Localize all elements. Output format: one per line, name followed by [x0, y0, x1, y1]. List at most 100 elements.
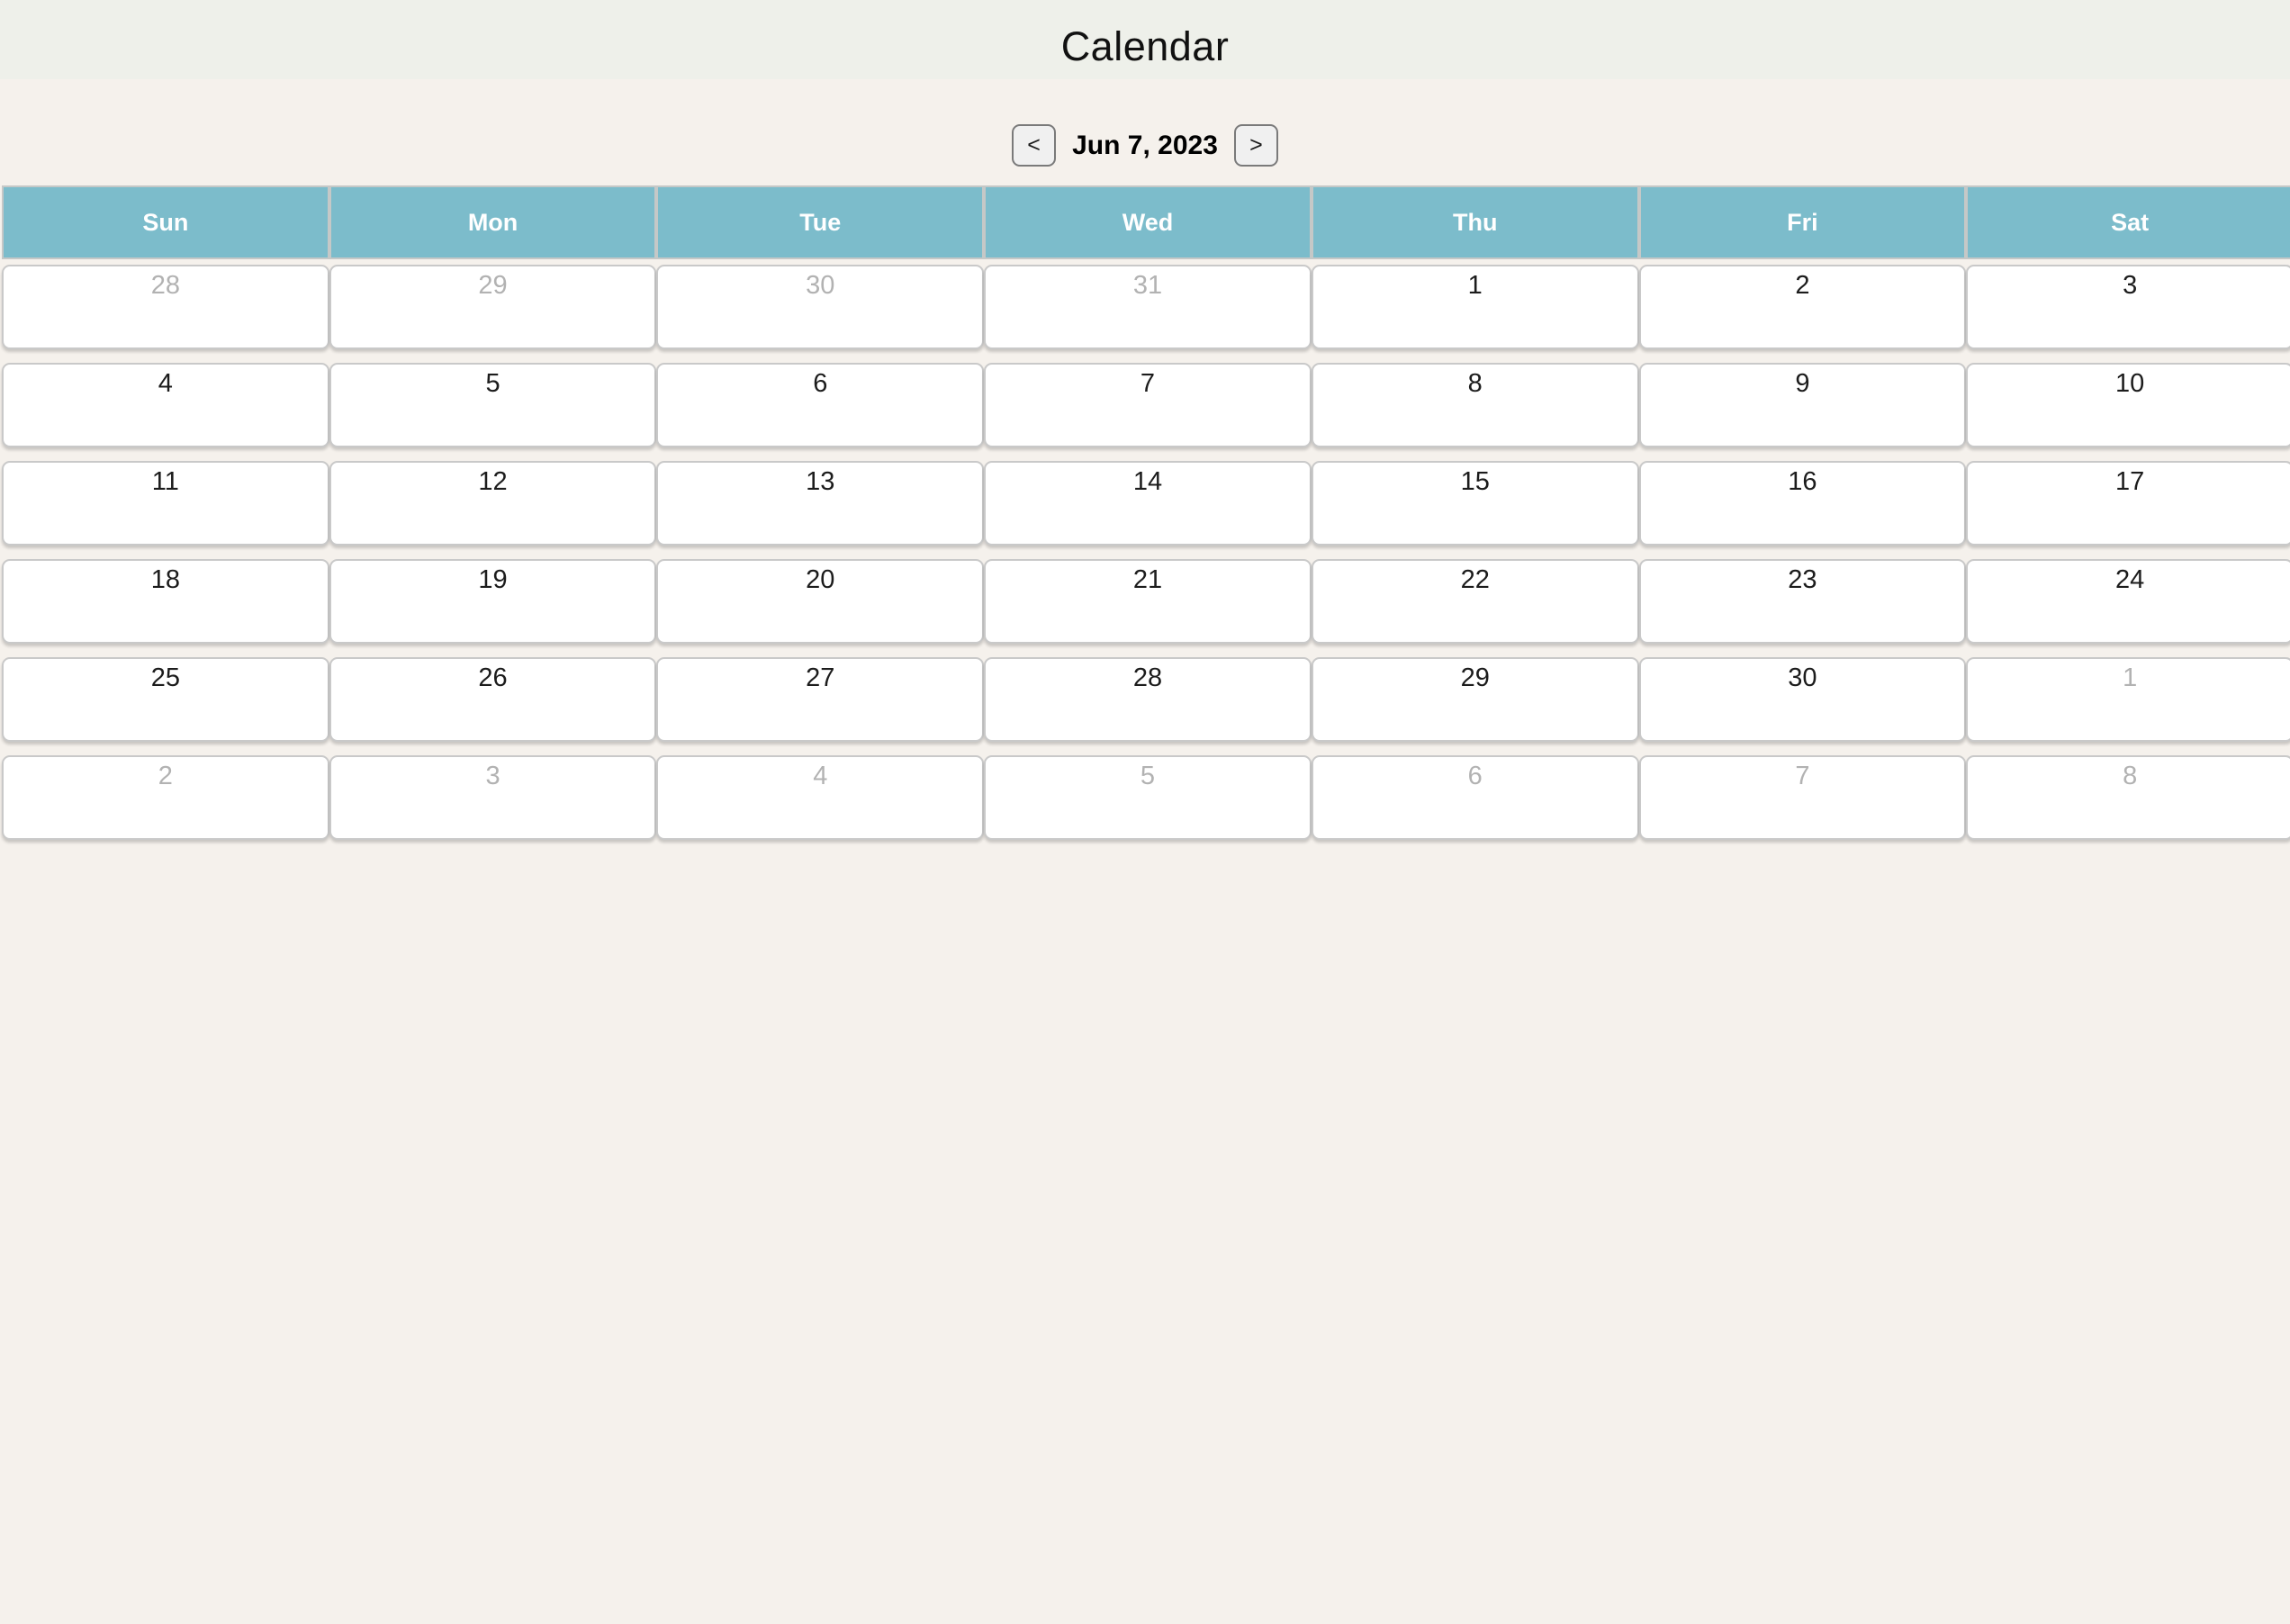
day-cell-7-outside[interactable]: 7 — [1638, 755, 1967, 840]
day-number: 29 — [478, 271, 508, 300]
day-number: 28 — [1132, 663, 1163, 692]
day-number: 29 — [1460, 663, 1490, 692]
day-cell-8[interactable]: 8 — [1311, 363, 1639, 447]
day-cell-6[interactable]: 6 — [656, 363, 985, 447]
day-cell-30[interactable]: 30 — [1638, 657, 1967, 742]
day-number: 3 — [485, 762, 500, 790]
day-number: 25 — [150, 663, 180, 692]
month-navigation: < Jun 7, 2023 > — [0, 124, 2290, 167]
day-cell-28[interactable]: 28 — [984, 657, 1312, 742]
day-cell-16[interactable]: 16 — [1638, 461, 1967, 546]
day-number: 22 — [1460, 565, 1490, 594]
day-number: 27 — [806, 663, 835, 692]
next-month-button[interactable]: > — [1233, 124, 1278, 167]
day-cell-22[interactable]: 22 — [1311, 559, 1639, 644]
day-number: 13 — [806, 467, 835, 496]
day-cell-21[interactable]: 21 — [984, 559, 1312, 644]
day-number: 21 — [1132, 565, 1163, 594]
day-cell-23[interactable]: 23 — [1638, 559, 1967, 644]
day-cell-14[interactable]: 14 — [984, 461, 1312, 546]
day-number: 9 — [1795, 369, 1810, 398]
weekday-header-wed: Wed — [984, 185, 1312, 259]
chevron-right-icon: > — [1249, 132, 1263, 158]
day-cell-3-outside[interactable]: 3 — [329, 755, 657, 840]
day-cell-7[interactable]: 7 — [984, 363, 1312, 447]
day-number: 12 — [478, 467, 508, 496]
weekday-header-sat: Sat — [1966, 185, 2290, 259]
day-number: 7 — [1795, 762, 1810, 790]
day-number: 5 — [485, 369, 500, 398]
day-cell-25[interactable]: 25 — [2, 657, 329, 742]
day-cell-30-outside[interactable]: 30 — [656, 265, 985, 349]
day-cell-24[interactable]: 24 — [1966, 559, 2290, 644]
page-title: Calendar — [1060, 23, 1230, 69]
day-cell-2-outside[interactable]: 2 — [2, 755, 329, 840]
day-number: 2 — [1795, 271, 1810, 300]
day-cell-12[interactable]: 12 — [329, 461, 657, 546]
day-cell-28-outside[interactable]: 28 — [2, 265, 329, 349]
day-number: 3 — [2123, 271, 2138, 300]
chevron-left-icon: < — [1027, 132, 1041, 158]
day-cell-6-outside[interactable]: 6 — [1311, 755, 1639, 840]
day-number: 2 — [158, 762, 173, 790]
weekday-header-sun: Sun — [2, 185, 329, 259]
day-number: 28 — [150, 271, 180, 300]
day-number: 4 — [158, 369, 173, 398]
day-number: 8 — [2123, 762, 2138, 790]
day-number: 14 — [1132, 467, 1163, 496]
day-number: 18 — [150, 565, 180, 594]
day-cell-18[interactable]: 18 — [2, 559, 329, 644]
weekday-header-mon: Mon — [329, 185, 657, 259]
day-number: 23 — [1788, 565, 1817, 594]
day-cell-8-outside[interactable]: 8 — [1966, 755, 2290, 840]
day-cell-10[interactable]: 10 — [1966, 363, 2290, 447]
calendar-grid: Sun Mon Tue Wed Thu Fri Sat 28 29 30 31 1 2 3 4 5 6 7 8 9 1… — [2, 185, 2290, 840]
day-number: 7 — [1140, 369, 1156, 398]
day-cell-1-outside[interactable]: 1 — [1966, 657, 2290, 742]
day-cell-13[interactable]: 13 — [656, 461, 985, 546]
day-number: 20 — [806, 565, 835, 594]
day-number: 11 — [151, 467, 179, 496]
day-number: 30 — [1788, 663, 1817, 692]
day-cell-3[interactable]: 3 — [1966, 265, 2290, 349]
day-number: 10 — [2115, 369, 2145, 398]
day-number: 19 — [478, 565, 508, 594]
weekday-header-fri: Fri — [1638, 185, 1967, 259]
day-number: 16 — [1788, 467, 1817, 496]
day-cell-4-outside[interactable]: 4 — [656, 755, 985, 840]
day-cell-15[interactable]: 15 — [1311, 461, 1639, 546]
weekday-header-row: Sun Mon Tue Wed Thu Fri Sat — [2, 185, 2290, 259]
day-cell-19[interactable]: 19 — [329, 559, 657, 644]
day-number: 17 — [2115, 467, 2145, 496]
day-cell-2[interactable]: 2 — [1638, 265, 1967, 349]
day-number: 1 — [2123, 663, 2138, 692]
day-cell-11[interactable]: 11 — [2, 461, 329, 546]
day-number: 6 — [813, 369, 828, 398]
app-header: Calendar — [0, 0, 2290, 79]
day-cell-27[interactable]: 27 — [656, 657, 985, 742]
days-grid: 28 29 30 31 1 2 3 4 5 6 7 8 9 10 11 12 13 14 15 16 17 18 19 20 2… — [2, 265, 2290, 840]
day-cell-4[interactable]: 4 — [2, 363, 329, 447]
day-cell-20[interactable]: 20 — [656, 559, 985, 644]
day-cell-17[interactable]: 17 — [1966, 461, 2290, 546]
day-cell-31-outside[interactable]: 31 — [984, 265, 1312, 349]
day-number: 5 — [1140, 762, 1156, 790]
day-cell-26[interactable]: 26 — [329, 657, 657, 742]
day-cell-1[interactable]: 1 — [1311, 265, 1639, 349]
day-cell-29-outside[interactable]: 29 — [329, 265, 657, 349]
day-cell-5[interactable]: 5 — [329, 363, 657, 447]
day-number: 26 — [478, 663, 508, 692]
day-number: 31 — [1132, 271, 1163, 300]
day-number: 1 — [1467, 271, 1483, 300]
current-date-label: Jun 7, 2023 — [1072, 130, 1218, 160]
day-number: 8 — [1467, 369, 1483, 398]
weekday-header-thu: Thu — [1311, 185, 1639, 259]
day-number: 4 — [813, 762, 828, 790]
day-cell-5-outside[interactable]: 5 — [984, 755, 1312, 840]
day-number: 24 — [2115, 565, 2145, 594]
day-cell-29[interactable]: 29 — [1311, 657, 1639, 742]
day-cell-9[interactable]: 9 — [1638, 363, 1967, 447]
prev-month-button[interactable]: < — [1012, 124, 1057, 167]
weekday-header-tue: Tue — [656, 185, 985, 259]
day-number: 6 — [1467, 762, 1483, 790]
